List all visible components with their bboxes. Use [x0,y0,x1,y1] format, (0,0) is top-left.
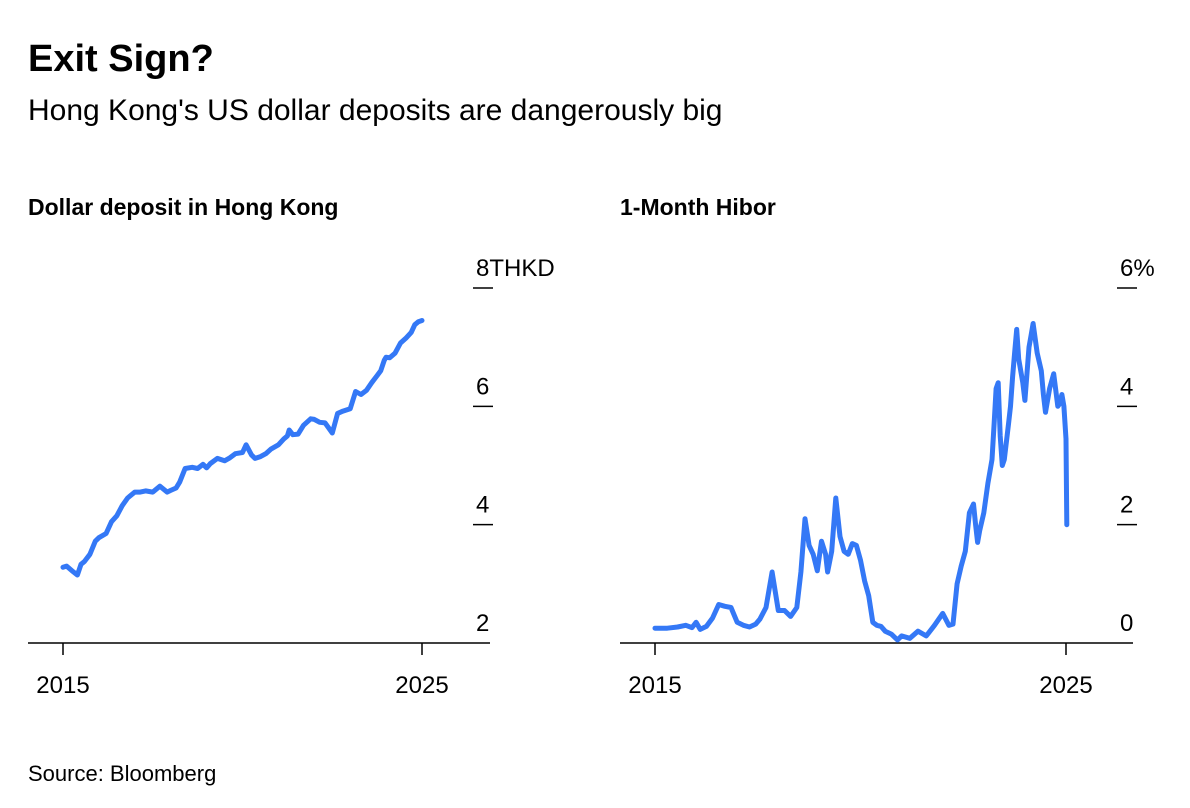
deposit-y-tick-label: 8THKD [476,255,555,282]
chart-subtitle: Hong Kong's US dollar deposits are dange… [28,94,723,127]
left-panel-title: Dollar deposit in Hong Kong [28,194,339,220]
chart-title: Exit Sign? [28,38,214,80]
deposit-y-tick-label: 6 [476,373,489,400]
deposit-x-tick-label: 2015 [36,672,89,699]
right-panel-title: 1-Month Hibor [620,194,776,220]
hibor-y-tick-label: 0 [1120,610,1133,637]
deposit-series-line [60,318,425,578]
hibor-y-tick-label: 4 [1120,373,1133,400]
source-note: Source: Bloomberg [28,761,217,786]
hibor-y-tick-label: 6% [1120,255,1155,282]
hibor-y-tick-label: 2 [1120,492,1133,519]
deposit-y-tick-label: 4 [476,492,489,519]
hibor-x-tick-label: 2015 [628,672,681,699]
hibor-series-line [652,321,1070,643]
deposit-y-tick-label: 2 [476,610,489,637]
deposit-x-tick-label: 2025 [395,672,448,699]
hibor-x-tick-label: 2025 [1039,672,1092,699]
